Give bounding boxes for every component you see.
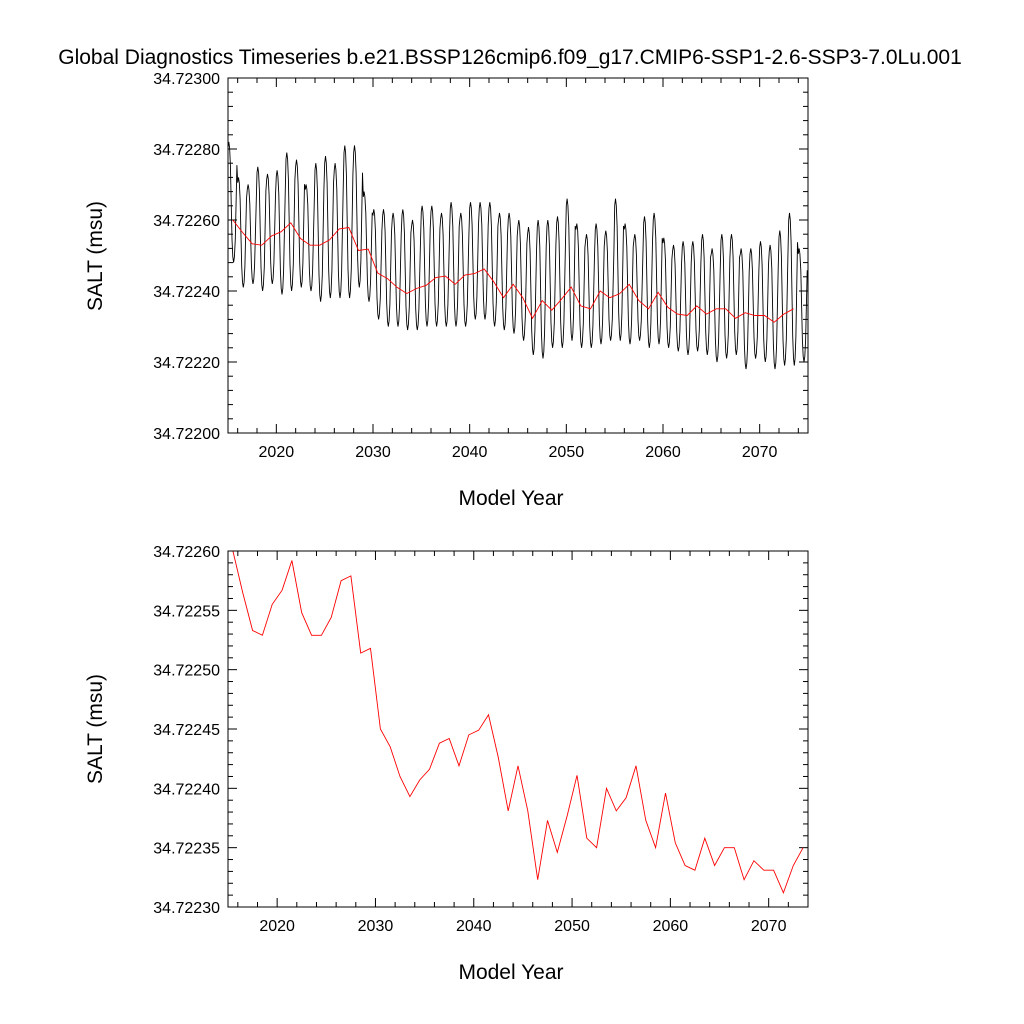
bottom-ytick-label: 34.72235 <box>153 841 220 858</box>
top-xtick-label: 2030 <box>355 444 391 461</box>
bottom-ytick-label: 34.72230 <box>153 900 220 917</box>
bottom-xtick-label: 2050 <box>554 918 590 935</box>
bottom-panel-ticks: 2020 2030 2040 2050 2060 2070 34.72230 34.72235… <box>153 544 809 935</box>
bottom-panel-annual: 2020 2030 2040 2050 2060 2070 34.72230 34.72235… <box>84 544 809 984</box>
top-series-annual-mean-line <box>232 219 794 323</box>
top-ytick-label: 34.72300 <box>153 71 220 88</box>
top-xtick-label: 2040 <box>452 444 488 461</box>
top-ytick-label: 34.72220 <box>153 355 220 372</box>
bottom-xtick-label: 2070 <box>751 918 787 935</box>
top-series-monthly-line <box>227 141 808 370</box>
bottom-panel-ylabel: SALT (msu) <box>84 674 107 784</box>
top-panel-lines <box>227 141 808 370</box>
bottom-ytick-label: 34.72250 <box>153 663 220 680</box>
bottom-xtick-label: 2020 <box>259 918 295 935</box>
top-xtick-label: 2020 <box>259 444 295 461</box>
bottom-series-annual-mean-line <box>232 550 804 895</box>
bottom-panel-xlabel: Model Year <box>458 961 563 984</box>
top-panel-monthly-and-annual: 2020 2030 2040 2050 2060 2070 34.72200 34.72220… <box>84 71 809 510</box>
top-ytick-label: 34.72280 <box>153 142 220 159</box>
top-panel-ylabel: SALT (msu) <box>84 201 107 311</box>
bottom-ytick-label: 34.72240 <box>153 781 220 798</box>
bottom-xtick-label: 2030 <box>358 918 394 935</box>
top-ytick-label: 34.72260 <box>153 213 220 230</box>
top-xtick-label: 2070 <box>742 444 778 461</box>
top-xtick-label: 2060 <box>645 444 681 461</box>
bottom-ytick-label: 34.72260 <box>153 544 220 561</box>
top-panel-ticks: 2020 2030 2040 2050 2060 2070 34.72200 34.72220… <box>153 71 808 461</box>
bottom-panel-frame <box>227 550 809 908</box>
bottom-panel-lines <box>232 550 804 895</box>
bottom-ytick-label: 34.72255 <box>153 603 220 620</box>
top-panel-xlabel: Model Year <box>458 487 563 510</box>
bottom-xtick-label: 2060 <box>653 918 689 935</box>
top-ytick-label: 34.72200 <box>153 426 220 443</box>
top-panel-frame <box>227 77 809 434</box>
bottom-ytick-label: 34.72245 <box>153 722 220 739</box>
top-xtick-label: 2050 <box>549 444 585 461</box>
top-ytick-label: 34.72240 <box>153 284 220 301</box>
bottom-xtick-label: 2040 <box>456 918 492 935</box>
chart-title: Global Diagnostics Timeseries b.e21.BSSP… <box>58 46 962 69</box>
